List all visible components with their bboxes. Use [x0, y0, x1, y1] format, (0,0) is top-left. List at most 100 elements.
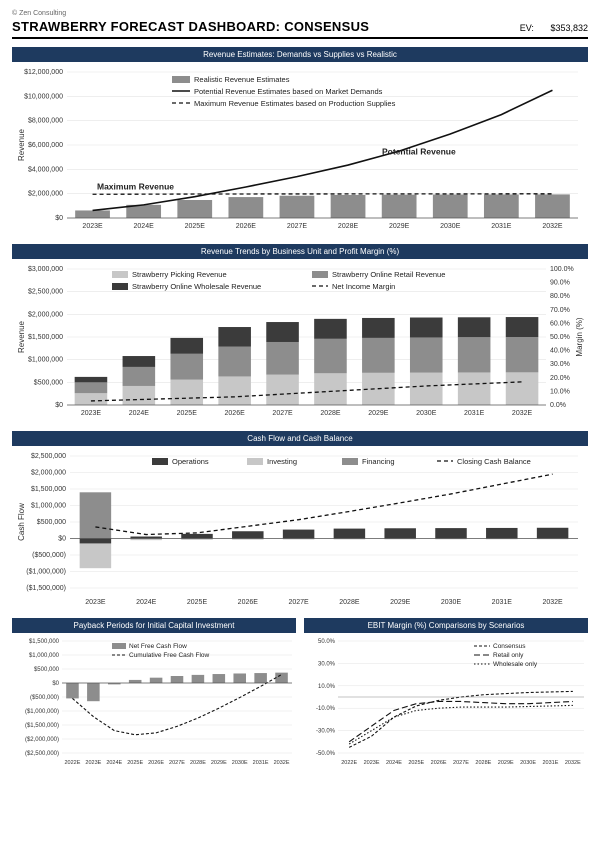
- svg-text:2031E: 2031E: [464, 410, 485, 417]
- svg-text:$2,000,000: $2,000,000: [31, 470, 66, 477]
- svg-text:2032E: 2032E: [274, 760, 290, 766]
- section-title-revenue: Revenue Estimates: Demands vs Supplies v…: [12, 47, 588, 62]
- svg-text:$1,500,000: $1,500,000: [31, 486, 66, 493]
- ebit-chart: -50.0%-30.0%-10.0%10.0%30.0%50.0%2022E20…: [304, 637, 588, 767]
- svg-text:2029E: 2029E: [368, 410, 389, 417]
- svg-text:0.0%: 0.0%: [550, 402, 566, 409]
- svg-text:2028E: 2028E: [339, 599, 360, 606]
- svg-text:90.0%: 90.0%: [550, 280, 570, 287]
- svg-text:$6,000,000: $6,000,000: [28, 142, 63, 149]
- svg-text:2030E: 2030E: [441, 599, 462, 606]
- section-title-cashflow: Cash Flow and Cash Balance: [12, 431, 588, 446]
- svg-text:2031E: 2031E: [543, 760, 559, 766]
- svg-text:2026E: 2026E: [148, 760, 164, 766]
- svg-text:$1,000,000: $1,000,000: [31, 503, 66, 510]
- svg-text:$2,000,000: $2,000,000: [28, 191, 63, 198]
- header: STRAWBERRY FORECAST DASHBOARD: CONSENSUS…: [12, 19, 588, 39]
- svg-text:2026E: 2026E: [431, 760, 447, 766]
- svg-text:Potential Revenue Estimates ba: Potential Revenue Estimates based on Mar…: [194, 87, 383, 96]
- payback-chart: ($2,500,000) ($2,000,000) ($1,500,000) ($1,…: [12, 637, 296, 767]
- svg-text:2023E: 2023E: [81, 410, 102, 417]
- svg-text:$1,000,000: $1,000,000: [29, 653, 60, 659]
- svg-text:2026E: 2026E: [225, 410, 246, 417]
- svg-text:2024E: 2024E: [106, 760, 122, 766]
- section-title-ebit: EBIT Margin (%) Comparisons by Scenarios: [304, 618, 588, 633]
- svg-text:2026E: 2026E: [238, 599, 259, 606]
- svg-text:($1,000,000): ($1,000,000): [25, 709, 59, 715]
- svg-text:$0: $0: [58, 536, 66, 543]
- svg-text:-50.0%: -50.0%: [316, 751, 336, 757]
- svg-text:($2,000,000): ($2,000,000): [25, 737, 59, 743]
- svg-text:$2,000,000: $2,000,000: [28, 311, 63, 318]
- svg-text:$10,000,000: $10,000,000: [24, 93, 63, 100]
- svg-text:Revenue: Revenue: [17, 320, 26, 353]
- svg-text:2025E: 2025E: [408, 760, 424, 766]
- svg-text:Net Income Margin: Net Income Margin: [332, 282, 395, 291]
- page-title: STRAWBERRY FORECAST DASHBOARD: CONSENSUS: [12, 19, 369, 34]
- svg-text:$0: $0: [55, 215, 63, 222]
- svg-text:2028E: 2028E: [190, 760, 206, 766]
- svg-text:2023E: 2023E: [364, 760, 380, 766]
- svg-text:Strawberry Online Wholesale Re: Strawberry Online Wholesale Revenue: [132, 282, 261, 291]
- svg-text:2029E: 2029E: [389, 223, 410, 230]
- svg-text:2028E: 2028E: [475, 760, 491, 766]
- svg-text:2022E: 2022E: [341, 760, 357, 766]
- revenue-chart: $0 $2,000,000 $4,000,000 $6,000,000 $8,000,0…: [12, 66, 588, 236]
- svg-text:Net Free Cash Flow: Net Free Cash Flow: [129, 643, 187, 650]
- svg-text:$2,500,000: $2,500,000: [28, 289, 63, 296]
- svg-text:2030E: 2030E: [440, 223, 461, 230]
- svg-text:Potential Revenue: Potential Revenue: [382, 147, 456, 157]
- cashflow-chart: ($1,500,000)($1,000,000)($500,000)$0$500…: [12, 450, 588, 610]
- svg-text:$0: $0: [52, 681, 59, 687]
- svg-text:2030E: 2030E: [520, 760, 536, 766]
- svg-text:2025E: 2025E: [177, 410, 198, 417]
- svg-text:10.0%: 10.0%: [550, 388, 570, 395]
- svg-text:2027E: 2027E: [169, 760, 185, 766]
- svg-text:80.0%: 80.0%: [550, 293, 570, 300]
- svg-text:2031E: 2031E: [253, 760, 269, 766]
- svg-text:$0: $0: [55, 402, 63, 409]
- svg-text:$1,500,000: $1,500,000: [28, 334, 63, 341]
- svg-text:($500,000): ($500,000): [30, 695, 59, 701]
- svg-text:($2,500,000): ($2,500,000): [25, 751, 59, 757]
- svg-text:Margin (%): Margin (%): [575, 317, 584, 356]
- svg-text:2028E: 2028E: [338, 223, 359, 230]
- svg-text:50.0%: 50.0%: [550, 334, 570, 341]
- svg-text:$500,000: $500,000: [37, 519, 66, 526]
- svg-text:$1,500,000: $1,500,000: [29, 639, 60, 645]
- svg-text:20.0%: 20.0%: [550, 375, 570, 382]
- svg-text:2024E: 2024E: [136, 599, 157, 606]
- svg-text:($1,500,000): ($1,500,000): [25, 723, 59, 729]
- svg-text:$8,000,000: $8,000,000: [28, 118, 63, 125]
- svg-text:Retail only: Retail only: [493, 652, 524, 659]
- svg-text:$1,000,000: $1,000,000: [28, 357, 63, 364]
- svg-text:2025E: 2025E: [187, 599, 208, 606]
- svg-text:10.0%: 10.0%: [318, 684, 336, 690]
- section-title-trends: Revenue Trends by Business Unit and Prof…: [12, 244, 588, 259]
- svg-text:2029E: 2029E: [498, 760, 514, 766]
- svg-text:Revenue: Revenue: [17, 128, 26, 161]
- svg-text:2032E: 2032E: [542, 223, 563, 230]
- svg-text:2025E: 2025E: [127, 760, 143, 766]
- svg-text:Strawberry Picking Revenue: Strawberry Picking Revenue: [132, 270, 227, 279]
- svg-text:2027E: 2027E: [288, 599, 309, 606]
- svg-text:2029E: 2029E: [390, 599, 411, 606]
- svg-text:2031E: 2031E: [492, 599, 513, 606]
- svg-text:2026E: 2026E: [236, 223, 257, 230]
- svg-text:($500,000): ($500,000): [32, 552, 66, 559]
- svg-text:2022E: 2022E: [65, 760, 81, 766]
- ev-block: EV: $353,832: [520, 23, 588, 33]
- svg-text:Maximum Revenue: Maximum Revenue: [97, 181, 174, 191]
- svg-text:30.0%: 30.0%: [318, 661, 336, 667]
- svg-text:Cash Flow: Cash Flow: [17, 503, 26, 541]
- section-title-payback: Payback Periods for Initial Capital Inve…: [12, 618, 296, 633]
- svg-text:2025E: 2025E: [185, 223, 206, 230]
- svg-text:$4,000,000: $4,000,000: [28, 166, 63, 173]
- svg-text:60.0%: 60.0%: [550, 320, 570, 327]
- svg-text:70.0%: 70.0%: [550, 307, 570, 314]
- svg-text:2023E: 2023E: [82, 223, 103, 230]
- svg-text:2023E: 2023E: [85, 760, 101, 766]
- svg-text:2028E: 2028E: [320, 410, 341, 417]
- svg-text:2024E: 2024E: [134, 223, 155, 230]
- svg-text:Strawberry Online Retail Reven: Strawberry Online Retail Revenue: [332, 270, 445, 279]
